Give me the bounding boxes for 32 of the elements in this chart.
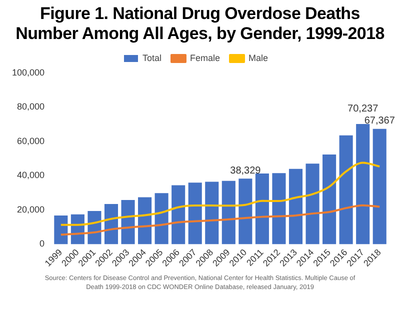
y-tick-label: 80,000 [17,102,45,112]
bar [188,182,202,244]
bar [238,178,252,244]
bar [306,164,320,244]
legend-label: Female [190,52,220,63]
legend-label: Male [248,52,268,63]
bar [372,128,386,244]
y-tick-label: 100,000 [12,67,45,78]
data-label: 38,329 [230,165,262,176]
bar [54,215,68,244]
y-tick-label: 60,000 [17,136,45,146]
chart-title: Figure 1. National Drug Overdose Deaths Number Among All Ages, by Gender, 1999-2018 [14,3,386,44]
bar [222,180,236,244]
line-series [60,162,381,226]
bar [272,173,286,244]
bar [172,185,186,244]
bar [255,174,269,244]
y-tick-label: 40,000 [17,170,45,180]
y-tick-label: 0 [40,238,45,249]
line-series [60,204,381,236]
data-label: 70,237 [348,104,379,115]
bar [154,193,168,244]
bar [138,197,152,244]
bar [322,154,336,244]
legend-label: Total [142,52,162,63]
bar [339,135,353,244]
bar [356,124,370,244]
data-label: 67,367 [364,116,396,127]
bar [121,200,135,244]
bar [288,168,303,244]
y-tick-label: 20,000 [17,204,45,214]
bar [205,182,219,244]
